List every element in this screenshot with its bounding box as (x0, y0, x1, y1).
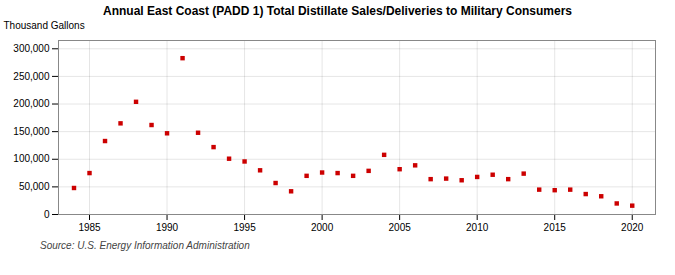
svg-text:1995: 1995 (233, 222, 256, 233)
svg-text:2020: 2020 (621, 222, 644, 233)
svg-text:150,000: 150,000 (13, 126, 50, 137)
svg-text:50,000: 50,000 (19, 181, 50, 192)
svg-text:2015: 2015 (544, 222, 567, 233)
svg-text:300,000: 300,000 (13, 43, 50, 54)
html-text:Source: U.S. Energy Informatio: Source: U.S. Energy Information Administ… (40, 240, 250, 251)
svg-text:0: 0 (44, 209, 50, 220)
svg-text:200,000: 200,000 (13, 98, 50, 109)
svg-text:2010: 2010 (466, 222, 489, 233)
svg-text:Thousand Gallons: Thousand Gallons (4, 20, 85, 31)
svg-text:100,000: 100,000 (13, 153, 50, 164)
svg-text:250,000: 250,000 (13, 71, 50, 82)
svg-text:1990: 1990 (156, 222, 179, 233)
svg-text:1985: 1985 (78, 222, 101, 233)
svg-text:2000: 2000 (311, 222, 334, 233)
svg-text:2005: 2005 (389, 222, 412, 233)
html-text:Annual East Coast (PADD 1) Tot: Annual East Coast (PADD 1) Total Distill… (103, 4, 572, 18)
